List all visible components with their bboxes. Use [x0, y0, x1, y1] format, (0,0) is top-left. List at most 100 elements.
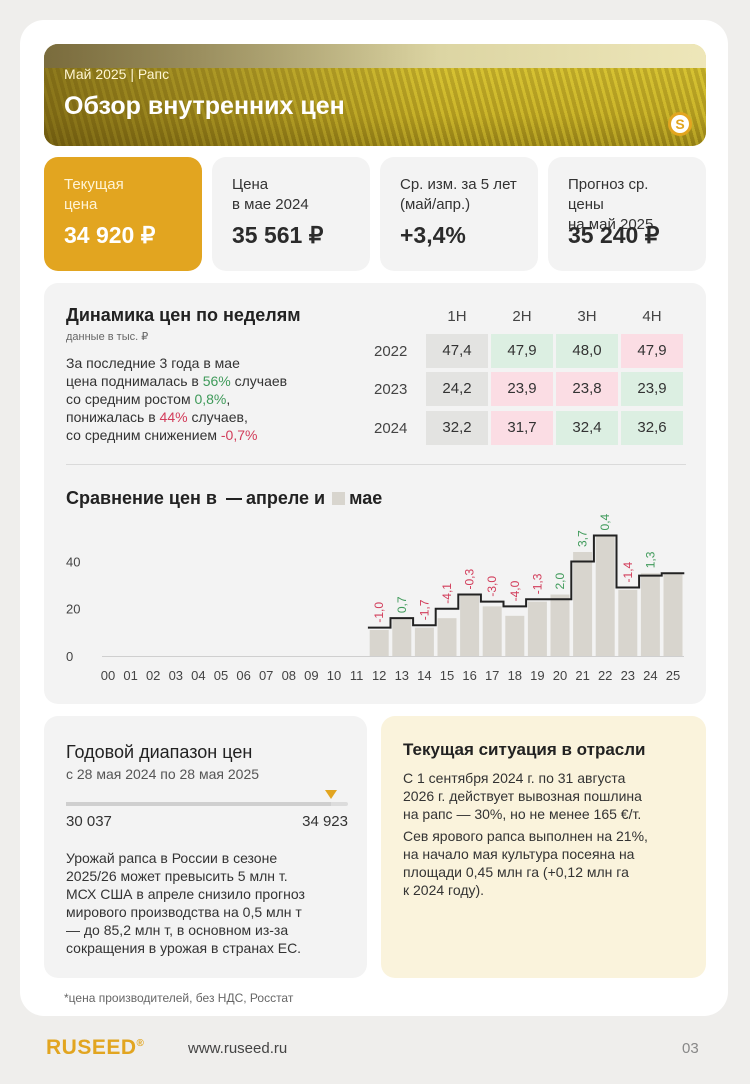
change-label: -0,3: [463, 569, 477, 590]
legend-april: апреле и: [245, 488, 326, 508]
divider: [66, 464, 686, 465]
change-label: 2,0: [553, 573, 567, 590]
bar-may: [460, 594, 480, 656]
range-marker-icon: [325, 790, 338, 799]
situation-paragraph-2: Сев ярового рапса выполнен на 21%, на на…: [403, 828, 648, 898]
weekly-summary: За последние 3 года в мае цена поднимала…: [66, 355, 288, 443]
x-tick-label: 00: [101, 668, 115, 683]
col-header-week1: 1Н: [447, 308, 467, 325]
stat-price-may-2024: Цена в мае 2024 35 561 ₽: [212, 157, 370, 271]
change-label: 0,4: [598, 513, 612, 530]
unit-note: данные в тыс. ₽: [66, 331, 149, 343]
x-tick-label: 14: [417, 668, 431, 683]
x-tick-label: 06: [236, 668, 250, 683]
stat-forecast: Прогноз ср. цены на май 2025 35 240 ₽: [548, 157, 706, 271]
situation-paragraph-1: С 1 сентября 2024 г. по 31 августа 2026 …: [403, 770, 642, 822]
legend-may: мае: [349, 488, 383, 508]
bar-may: [550, 594, 570, 656]
bar-may: [392, 618, 412, 656]
x-tick-label: 12: [372, 668, 386, 683]
x-tick-label: 15: [440, 668, 454, 683]
x-tick-label: 22: [598, 668, 612, 683]
table-cell: 23,9: [621, 372, 683, 406]
x-tick-label: 07: [259, 668, 273, 683]
table-cell: 32,4: [556, 411, 618, 445]
bar-may: [573, 552, 593, 656]
stat-value: +3,4%: [400, 222, 466, 248]
bar-may: [527, 601, 547, 656]
row-year-2024: 2024: [374, 420, 408, 437]
stat-label: (май/апр.): [400, 196, 471, 213]
change-label: -3,0: [485, 576, 499, 597]
x-tick-label: 05: [214, 668, 228, 683]
stat-value: 35 240 ₽: [568, 222, 660, 248]
table-cell: 31,7: [491, 411, 553, 445]
x-tick-label: 17: [485, 668, 499, 683]
x-tick-label: 08: [282, 668, 296, 683]
stat-label: цена: [64, 196, 98, 213]
stat-label: Цена: [232, 176, 269, 193]
table-cell: 23,8: [556, 372, 618, 406]
bar-may: [663, 573, 683, 656]
bar-may: [482, 606, 502, 656]
bar-may: [437, 618, 457, 656]
col-header-week4: 4Н: [642, 308, 662, 325]
change-label: -4,1: [440, 583, 454, 604]
hero-banner: Май 2025 | Рапс Обзор внутренних цен S: [44, 44, 706, 146]
bar-may: [595, 535, 615, 656]
x-tick-label: 11: [350, 668, 364, 683]
stat-label: Текущая: [64, 176, 124, 193]
change-label: 1,3: [643, 551, 657, 568]
situation-panel: Текущая ситуация в отрасли С 1 сентября …: [381, 716, 706, 978]
page-number: 03: [682, 1040, 699, 1057]
range-period: с 28 мая 2024 по 28 мая 2025: [66, 766, 260, 782]
y-tick-label: 0: [66, 649, 73, 664]
stat-current-price: Текущая цена 34 920 ₽: [44, 157, 202, 271]
bar-may: [505, 615, 525, 656]
weekly-panel: Динамика цен по неделям данные в тыс. ₽ …: [44, 283, 706, 704]
page-card: Май 2025 | Рапс Обзор внутренних цен S Т…: [20, 20, 728, 1016]
table-cell: 32,2: [426, 411, 488, 445]
col-header-week2: 2Н: [512, 308, 532, 325]
table-cell: 47,9: [621, 334, 683, 368]
footer-brand-logo[interactable]: RUSEED®: [46, 1036, 145, 1059]
x-tick-label: 18: [508, 668, 522, 683]
range-bar: [66, 790, 348, 806]
x-tick-label: 23: [621, 668, 635, 683]
bar-may: [618, 589, 638, 656]
legend-line-icon: [225, 498, 242, 501]
table-cell: 23,9: [491, 372, 553, 406]
table-cell: 47,4: [426, 334, 488, 368]
stat-label: Прогноз ср. цены: [568, 176, 649, 213]
x-tick-label: 21: [575, 668, 589, 683]
row-year-2023: 2023: [374, 381, 408, 398]
change-label: -4,0: [508, 580, 522, 601]
change-label: -1,0: [372, 602, 386, 623]
change-label: -1,4: [621, 561, 635, 582]
stat-avg-change: Ср. изм. за 5 лет (май/апр.) +3,4%: [380, 157, 538, 271]
change-label: -1,3: [530, 573, 544, 594]
legend-bar-icon: [332, 492, 346, 505]
page-title: Обзор внутренних цен: [64, 92, 345, 120]
row-year-2022: 2022: [374, 343, 408, 360]
bar-may: [369, 630, 389, 656]
comparison-title: Сравнение цен в апреле и мае: [66, 488, 383, 508]
x-tick-label: 20: [553, 668, 567, 683]
range-description: Урожай рапса в России в сезоне 2025/26 м…: [66, 850, 305, 956]
change-label: 0,7: [395, 596, 409, 613]
bar-may: [640, 573, 660, 656]
weekly-title: Динамика цен по неделям: [66, 305, 301, 325]
brand-logo-icon: S: [668, 112, 692, 136]
x-tick-label: 02: [146, 668, 160, 683]
situation-title: Текущая ситуация в отрасли: [403, 740, 646, 759]
stat-label: Ср. изм. за 5 лет: [400, 176, 517, 193]
stat-value: 34 920 ₽: [64, 222, 156, 248]
x-tick-label: 19: [530, 668, 544, 683]
range-max: 34 923: [302, 813, 348, 830]
table-cell: 48,0: [556, 334, 618, 368]
footer-url-link[interactable]: www.ruseed.ru: [188, 1040, 288, 1057]
x-tick-label: 25: [666, 668, 680, 683]
range-title: Годовой диапазон цен: [66, 742, 253, 762]
stat-label: в мае 2024: [232, 196, 309, 213]
x-tick-label: 24: [643, 668, 657, 683]
